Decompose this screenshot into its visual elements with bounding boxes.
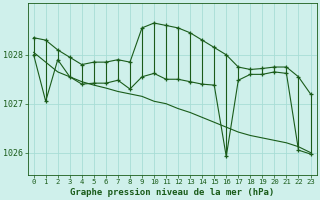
X-axis label: Graphe pression niveau de la mer (hPa): Graphe pression niveau de la mer (hPa) bbox=[70, 188, 274, 197]
